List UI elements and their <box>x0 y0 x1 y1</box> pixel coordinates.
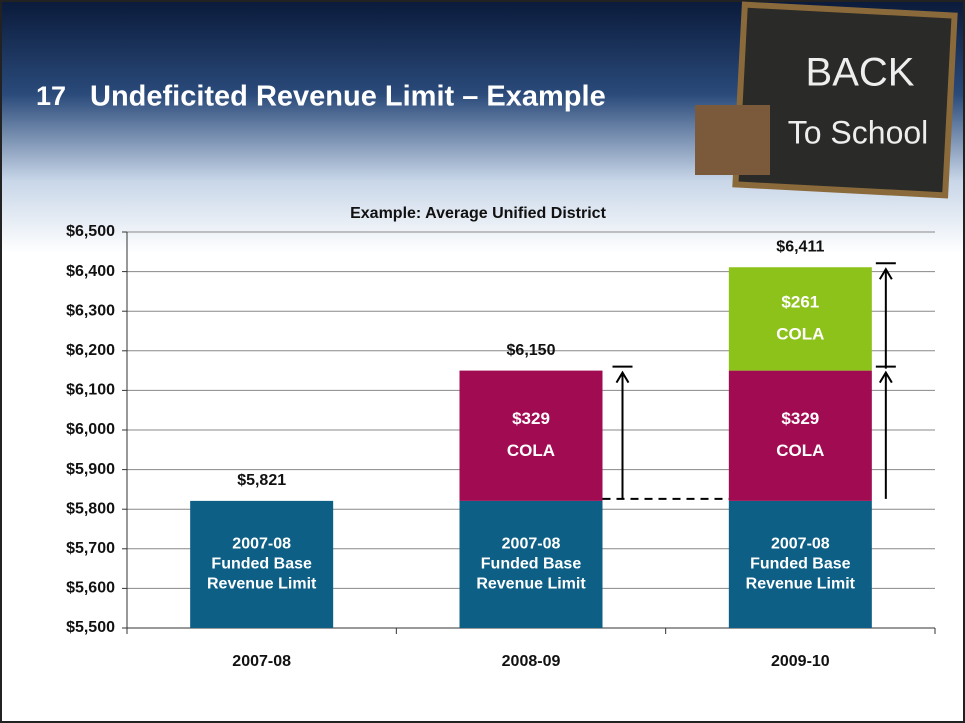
y-tick-label: $5,800 <box>66 500 115 517</box>
bar-segment <box>728 370 872 501</box>
segment-name-label: 2007-08 Funded Base Revenue Limit <box>476 536 586 593</box>
segment-name-label: COLA <box>776 324 824 343</box>
books <box>695 105 770 175</box>
segment-name-label: 2007-08 Funded Base Revenue Limit <box>746 536 856 593</box>
y-tick-label: $6,300 <box>66 302 115 319</box>
segment-name-label: COLA <box>776 441 824 460</box>
bar-segment <box>190 500 334 628</box>
x-tick-label: 2007-08 <box>232 653 291 670</box>
total-label: $6,150 <box>507 342 556 359</box>
arrow-head <box>878 267 893 280</box>
slide-title: Undeficited Revenue Limit – Example <box>90 81 606 113</box>
x-tick-label: 2009-10 <box>771 653 830 670</box>
y-tick-label: $6,400 <box>66 263 115 280</box>
total-label: $5,821 <box>237 472 286 489</box>
y-tick-label: $6,000 <box>66 421 115 438</box>
arrow-head <box>878 370 893 384</box>
segment-value-label: $329 <box>781 409 819 428</box>
segment-name-label: 2007-08 Funded Base Revenue Limit <box>207 536 317 593</box>
segment-value-label: $261 <box>781 292 819 311</box>
segment-name-label: COLA <box>507 441 555 460</box>
chart-title: Example: Average Unified District <box>350 205 606 222</box>
x-tick-label: 2008-09 <box>502 653 561 670</box>
y-tick-label: $5,600 <box>66 580 115 597</box>
badge-text: BACK <box>806 51 915 95</box>
bar-segment <box>728 500 872 628</box>
bar-segment <box>459 500 603 628</box>
segment-value-label: $329 <box>512 409 550 428</box>
slide-number: 17 <box>36 81 66 111</box>
y-tick-label: $6,100 <box>66 382 115 399</box>
badge-text: To School <box>788 114 929 150</box>
y-tick-label: $5,900 <box>66 461 115 478</box>
total-label: $6,411 <box>776 238 824 255</box>
bar-segment <box>459 370 603 501</box>
blackboard <box>732 1 958 199</box>
arrow-head <box>615 370 630 384</box>
y-tick-label: $6,500 <box>66 223 115 240</box>
bar-segment <box>728 267 872 371</box>
y-tick-label: $5,500 <box>66 619 115 636</box>
y-tick-label: $6,200 <box>66 342 115 359</box>
badge: BACK To School <box>695 1 958 199</box>
y-tick-label: $5,700 <box>66 540 115 557</box>
